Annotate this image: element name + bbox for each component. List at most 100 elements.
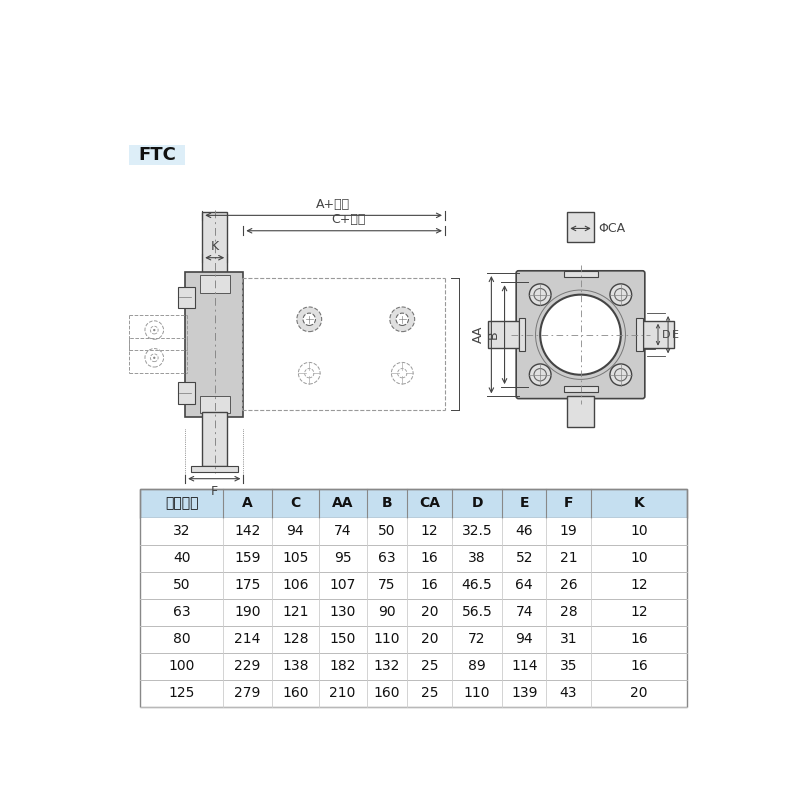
Text: 52: 52 xyxy=(515,551,533,566)
FancyBboxPatch shape xyxy=(178,382,194,404)
FancyBboxPatch shape xyxy=(564,270,598,277)
Text: 20: 20 xyxy=(421,632,438,646)
Text: 26: 26 xyxy=(560,578,578,592)
FancyBboxPatch shape xyxy=(518,318,525,351)
Text: 121: 121 xyxy=(282,606,309,619)
Circle shape xyxy=(396,313,409,326)
FancyBboxPatch shape xyxy=(140,653,687,680)
Text: 16: 16 xyxy=(421,551,438,566)
Text: 150: 150 xyxy=(330,632,356,646)
Text: 142: 142 xyxy=(234,525,261,538)
Circle shape xyxy=(530,284,551,306)
Text: 50: 50 xyxy=(173,578,190,592)
Text: 64: 64 xyxy=(515,578,533,592)
FancyBboxPatch shape xyxy=(567,211,594,242)
Text: 182: 182 xyxy=(330,659,356,673)
Text: 94: 94 xyxy=(286,525,304,538)
Text: 128: 128 xyxy=(282,632,309,646)
Circle shape xyxy=(153,357,155,359)
Text: F: F xyxy=(564,496,574,510)
Text: E: E xyxy=(672,330,679,340)
Text: 63: 63 xyxy=(378,551,395,566)
Text: 210: 210 xyxy=(330,686,356,700)
Text: 12: 12 xyxy=(630,606,648,619)
FancyBboxPatch shape xyxy=(178,287,194,308)
Text: E: E xyxy=(519,496,529,510)
Text: B: B xyxy=(382,496,392,510)
FancyBboxPatch shape xyxy=(642,321,674,348)
Circle shape xyxy=(540,294,621,374)
Circle shape xyxy=(297,307,322,332)
Text: K: K xyxy=(634,496,644,510)
Text: 214: 214 xyxy=(234,632,261,646)
Text: 110: 110 xyxy=(464,686,490,700)
Text: 19: 19 xyxy=(560,525,578,538)
Text: B: B xyxy=(487,330,500,339)
Text: A+行程: A+行程 xyxy=(315,198,350,210)
FancyBboxPatch shape xyxy=(140,572,687,599)
Text: C+行程: C+行程 xyxy=(331,213,365,226)
Circle shape xyxy=(153,329,155,331)
Text: 107: 107 xyxy=(330,578,356,592)
Circle shape xyxy=(303,313,315,326)
Text: 32.5: 32.5 xyxy=(462,525,492,538)
Text: 114: 114 xyxy=(511,659,538,673)
Text: 75: 75 xyxy=(378,578,395,592)
Text: 106: 106 xyxy=(282,578,309,592)
Text: D: D xyxy=(471,496,482,510)
FancyBboxPatch shape xyxy=(202,211,227,277)
Text: 279: 279 xyxy=(234,686,261,700)
Text: 74: 74 xyxy=(334,525,351,538)
FancyBboxPatch shape xyxy=(140,489,687,518)
Text: 138: 138 xyxy=(282,659,309,673)
Text: 132: 132 xyxy=(374,659,400,673)
Text: AA: AA xyxy=(332,496,354,510)
FancyBboxPatch shape xyxy=(140,626,687,653)
Text: 160: 160 xyxy=(374,686,400,700)
Text: F: F xyxy=(210,485,218,498)
Text: 缸徑符號: 缸徑符號 xyxy=(165,496,198,510)
Text: 25: 25 xyxy=(421,686,438,700)
Text: 229: 229 xyxy=(234,659,261,673)
Text: 50: 50 xyxy=(378,525,395,538)
FancyBboxPatch shape xyxy=(191,466,238,472)
FancyBboxPatch shape xyxy=(140,545,687,572)
Text: D: D xyxy=(662,330,670,340)
Text: 28: 28 xyxy=(560,606,578,619)
Text: 125: 125 xyxy=(169,686,195,700)
Text: 25: 25 xyxy=(421,659,438,673)
Text: 100: 100 xyxy=(169,659,195,673)
Text: 31: 31 xyxy=(560,632,578,646)
Text: 159: 159 xyxy=(234,551,261,566)
Text: 56.5: 56.5 xyxy=(462,606,493,619)
Text: FTC: FTC xyxy=(138,146,176,164)
Text: A: A xyxy=(242,496,253,510)
Text: 46.5: 46.5 xyxy=(462,578,493,592)
Text: 10: 10 xyxy=(630,525,648,538)
Text: 139: 139 xyxy=(511,686,538,700)
FancyBboxPatch shape xyxy=(140,680,687,706)
Text: 12: 12 xyxy=(421,525,438,538)
Circle shape xyxy=(530,364,551,386)
Text: AA: AA xyxy=(472,326,485,343)
Text: 12: 12 xyxy=(630,578,648,592)
Text: 80: 80 xyxy=(173,632,190,646)
Text: K: K xyxy=(210,240,218,253)
FancyBboxPatch shape xyxy=(200,395,230,414)
Text: 90: 90 xyxy=(378,606,395,619)
Text: 20: 20 xyxy=(421,606,438,619)
Text: 95: 95 xyxy=(334,551,351,566)
Text: 16: 16 xyxy=(421,578,438,592)
FancyBboxPatch shape xyxy=(202,412,227,466)
Text: 35: 35 xyxy=(560,659,578,673)
Text: 21: 21 xyxy=(560,551,578,566)
Circle shape xyxy=(610,284,632,306)
Text: 32: 32 xyxy=(173,525,190,538)
FancyBboxPatch shape xyxy=(564,386,598,393)
Circle shape xyxy=(390,307,414,332)
Text: 72: 72 xyxy=(468,632,486,646)
FancyBboxPatch shape xyxy=(516,270,645,398)
FancyBboxPatch shape xyxy=(186,271,243,417)
Text: CA: CA xyxy=(419,496,440,510)
FancyBboxPatch shape xyxy=(487,321,518,348)
